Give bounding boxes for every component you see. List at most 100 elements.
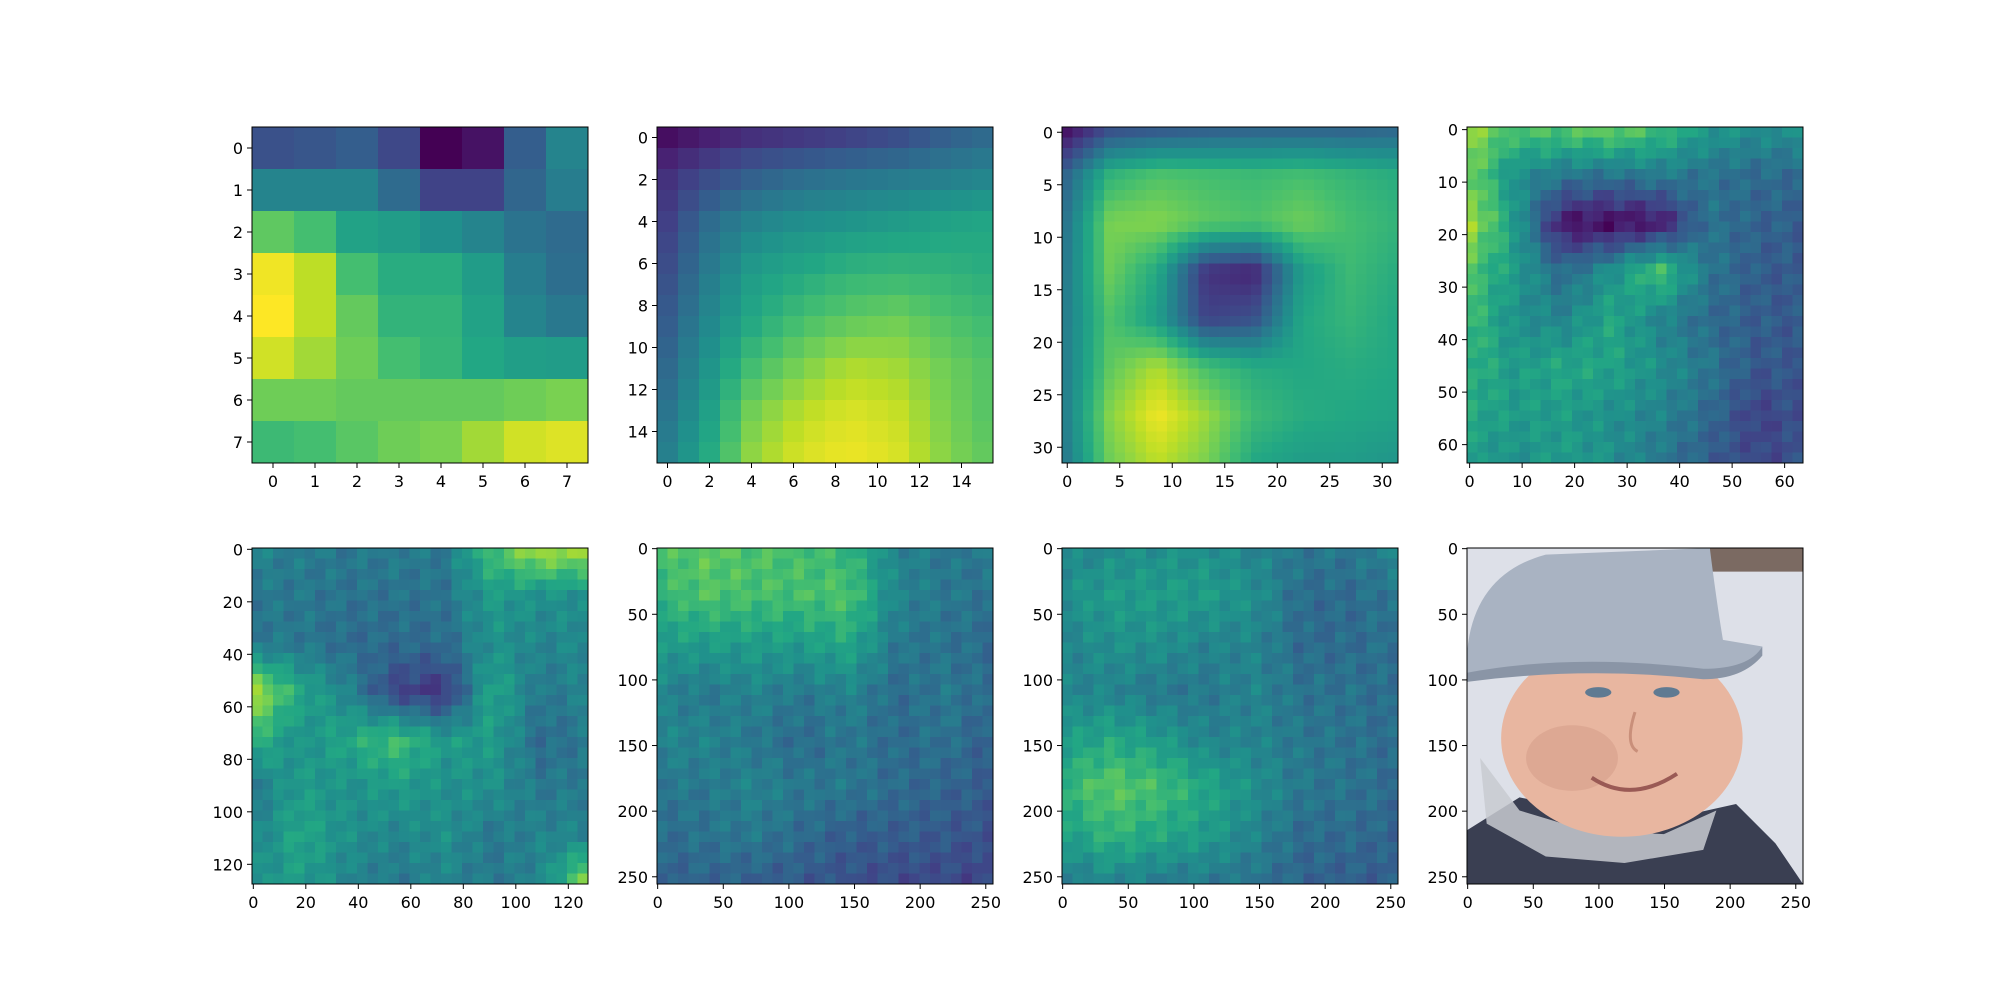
heatmap-cell [525, 863, 537, 875]
heatmap-cell [262, 716, 274, 728]
heatmap-cell [867, 726, 879, 738]
heatmap-cell [1687, 169, 1699, 181]
heatmap-cell [741, 316, 763, 338]
heatmap-cell [1188, 400, 1200, 412]
heatmap-cell [1582, 253, 1594, 265]
heatmap-cell [730, 716, 742, 728]
heatmap-cell [1240, 611, 1252, 623]
heatmap-cell [783, 810, 795, 822]
heatmap-cell [783, 295, 805, 317]
heatmap-cell [699, 421, 721, 443]
heatmap-cell [462, 590, 474, 602]
heatmap-cell [1167, 421, 1179, 433]
heatmap-cell [535, 558, 547, 570]
heatmap-cell [972, 590, 984, 602]
heatmap-cell [430, 831, 442, 843]
heatmap-cell [1467, 148, 1479, 160]
heatmap-cell [420, 831, 432, 843]
heatmap-cell [1488, 389, 1500, 401]
heatmap-cell [1377, 148, 1389, 160]
heatmap-cell [336, 831, 348, 843]
heatmap-cell [1324, 400, 1336, 412]
heatmap-cell [1156, 242, 1168, 254]
heatmap-cell [315, 737, 327, 749]
heatmap-cell [783, 442, 805, 463]
heatmap-cell [1251, 389, 1263, 401]
heatmap-cell [856, 800, 868, 812]
heatmap-cell [1167, 316, 1179, 328]
heatmap-cell [1572, 358, 1584, 370]
heatmap-cell [514, 737, 526, 749]
heatmap-cell [1293, 137, 1305, 149]
heatmap-cell [846, 810, 858, 822]
heatmap-cell [441, 558, 453, 570]
heatmap-cell [1293, 263, 1305, 275]
heatmap-cell [483, 558, 495, 570]
heatmap-cell [1656, 200, 1668, 212]
heatmap-cell [678, 726, 690, 738]
heatmap-cell [1083, 137, 1095, 149]
heatmap-cell [1477, 221, 1489, 233]
heatmap-cell [1561, 431, 1573, 443]
heatmap-cell [1114, 274, 1126, 286]
heatmap-cell [1314, 337, 1326, 349]
heatmap-cell [1303, 590, 1315, 602]
heatmap-cell [741, 800, 753, 812]
heatmap-cell [1750, 127, 1762, 139]
heatmap-cell [762, 789, 774, 801]
heatmap-cell [1083, 548, 1095, 560]
heatmap-cell [1072, 590, 1084, 602]
heatmap-cell [783, 831, 795, 843]
heatmap-cell [909, 705, 921, 717]
heatmap-cell [1635, 148, 1647, 160]
heatmap-cell [1083, 347, 1095, 359]
heatmap-cell [793, 747, 805, 759]
heatmap-cell [378, 421, 421, 463]
heatmap-cell [930, 558, 942, 570]
heatmap-cell [793, 548, 805, 560]
heatmap-cell [315, 611, 327, 623]
heatmap-cell [1782, 274, 1794, 286]
heatmap-cell [940, 737, 952, 749]
heatmap-cell [1125, 379, 1137, 391]
y-tick-label: 50 [628, 605, 648, 624]
heatmap-cell [1356, 211, 1368, 223]
heatmap-cell [919, 653, 931, 665]
heatmap-cell [1251, 200, 1263, 212]
heatmap-cell [1198, 621, 1210, 633]
heatmap-cell [1104, 242, 1116, 254]
heatmap-cell [741, 148, 763, 170]
heatmap-cell [930, 211, 952, 233]
heatmap-cell [1624, 442, 1636, 454]
heatmap-cell [1167, 242, 1179, 254]
heatmap-cell [1750, 242, 1762, 254]
heatmap-cell [315, 842, 327, 854]
heatmap-cell [325, 695, 337, 707]
heatmap-cell [699, 810, 711, 822]
heatmap-cell [283, 684, 295, 696]
heatmap-cell [1656, 347, 1668, 359]
heatmap-cell [577, 590, 588, 602]
heatmap-cell [1593, 431, 1605, 443]
heatmap-cell [1540, 410, 1552, 422]
heatmap-cell [304, 611, 316, 623]
heatmap-cell [762, 695, 774, 707]
heatmap-cell [1282, 263, 1294, 275]
heatmap-cell [441, 716, 453, 728]
heatmap-cell [1687, 274, 1699, 286]
y-tick-label: 3 [233, 265, 243, 284]
heatmap-cell [1104, 421, 1116, 433]
heatmap-cell [577, 600, 588, 612]
heatmap-cell [304, 747, 316, 759]
heatmap-cell [1356, 663, 1368, 675]
heatmap-cell [1324, 442, 1336, 454]
heatmap-cell [315, 810, 327, 822]
heatmap-cell [1209, 653, 1221, 665]
heatmap-cell [546, 695, 558, 707]
heatmap-cell [556, 611, 568, 623]
heatmap-cell [772, 831, 784, 843]
heatmap-cell [1498, 368, 1510, 380]
heatmap-cell [1062, 274, 1074, 286]
heatmap-cell [1366, 590, 1378, 602]
heatmap-cell [514, 684, 526, 696]
